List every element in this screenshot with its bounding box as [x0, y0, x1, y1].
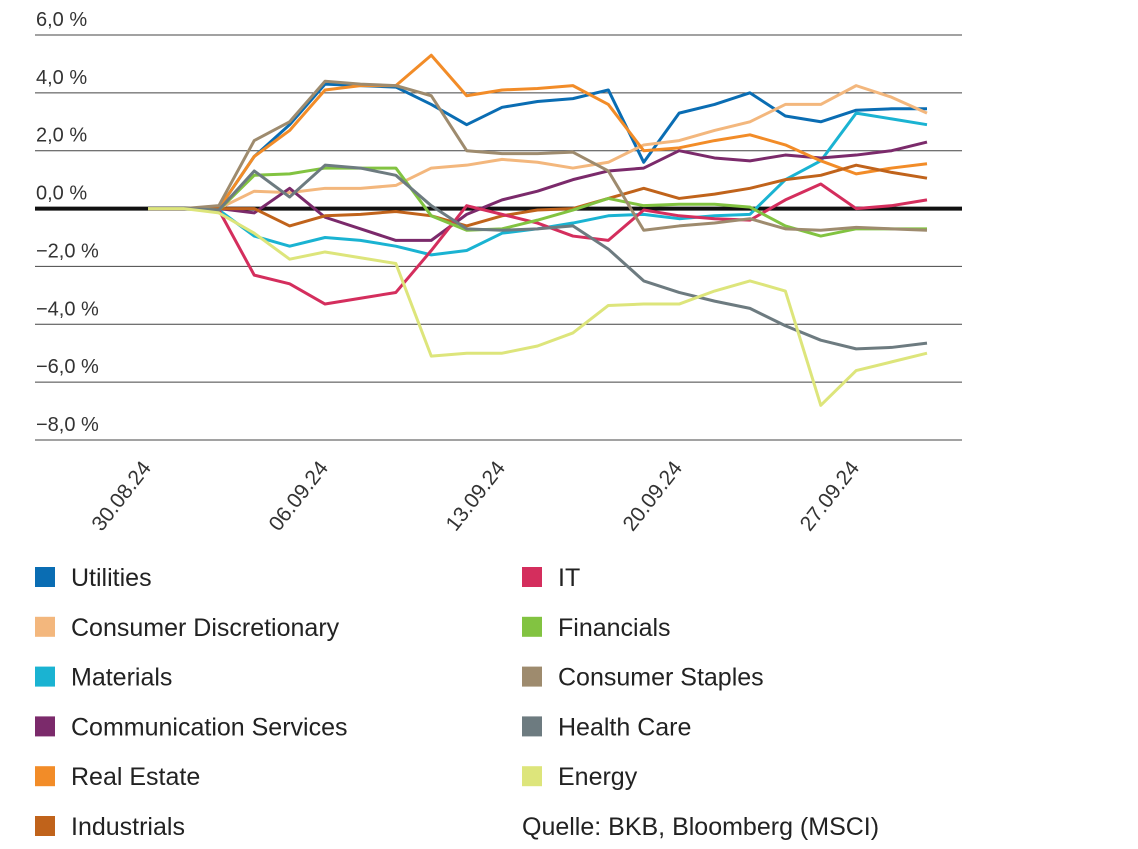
x-tick-label: 20.09.24 [619, 457, 688, 536]
x-tick-label: 27.09.24 [796, 457, 865, 536]
legend-swatch [522, 567, 542, 587]
series-line [148, 163, 928, 228]
legend-label: IT [558, 564, 580, 592]
y-tick-label: 0,0 % [36, 183, 87, 205]
legend-label: Consumer Discretionary [71, 614, 340, 642]
series-line [148, 79, 928, 232]
legend-label: Consumer Staples [558, 664, 764, 692]
series-line [148, 82, 927, 211]
series-line [148, 140, 928, 242]
legend-label: Real Estate [71, 763, 200, 791]
x-tick-label: 06.09.24 [265, 457, 334, 536]
y-tick-label: −2,0 % [36, 240, 99, 262]
source: Quelle: BKB, Bloomberg (MSCI) [522, 813, 879, 841]
legend-swatch [35, 567, 55, 587]
legend-swatch [35, 616, 55, 637]
legend-swatch [522, 716, 542, 737]
legend-label: Materials [71, 664, 172, 692]
legend-swatch [35, 766, 55, 787]
y-tick-label: 6,0 % [36, 9, 87, 31]
legend-swatch [522, 766, 542, 787]
series-line [148, 84, 928, 211]
legend-swatch [522, 616, 542, 637]
legend-label: Financials [558, 614, 671, 642]
legend-swatch [35, 816, 55, 836]
legend-swatch [35, 716, 55, 737]
series-line [148, 207, 928, 407]
x-tick-label: 13.09.24 [442, 457, 511, 536]
legend-swatch [522, 666, 542, 687]
legend-swatch [35, 666, 55, 687]
y-tick-label: −6,0 % [36, 356, 99, 378]
legend-label: Industrials [71, 813, 185, 841]
series-line [148, 53, 928, 211]
legend-label: Communication Services [71, 713, 348, 741]
legend-label: Energy [558, 763, 638, 791]
series-line [148, 182, 928, 306]
y-tick-label: 2,0 % [36, 125, 87, 147]
y-tick-label: −8,0 % [36, 414, 99, 436]
x-tick-label: 30.08.24 [87, 457, 156, 536]
legend-label: Health Care [558, 713, 691, 741]
y-tick-label: 4,0 % [36, 67, 87, 89]
legend-label: Utilities [71, 564, 152, 592]
y-tick-label: −4,0 % [36, 298, 99, 320]
